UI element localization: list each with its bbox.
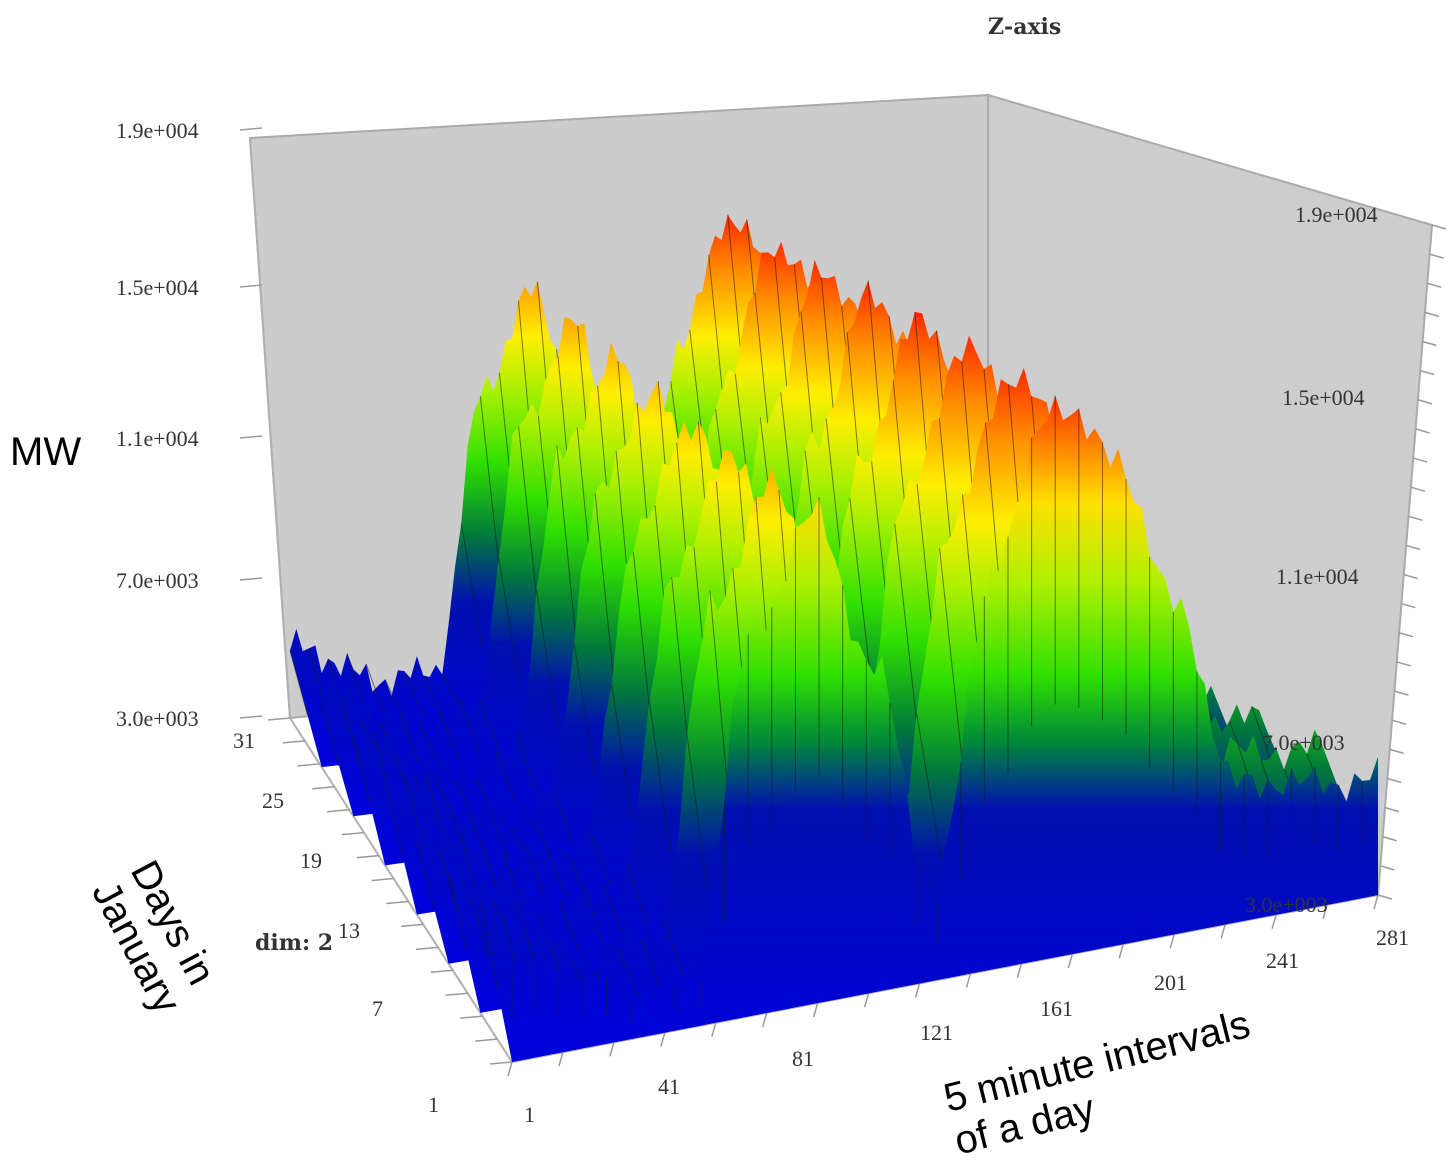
mesh-line bbox=[594, 493, 617, 707]
z-tick-mark bbox=[239, 284, 263, 288]
mesh-line bbox=[498, 558, 521, 688]
z-ticks-left: 1.9e+004 1.5e+004 1.1e+004 7.0e+003 3.0e+003 bbox=[116, 118, 263, 731]
y-tick-label: 1 bbox=[428, 1092, 439, 1117]
mesh-line bbox=[400, 714, 420, 766]
z-tick-label-right: 1.5e+004 bbox=[1282, 385, 1365, 410]
mesh-line bbox=[470, 894, 490, 958]
surface-band bbox=[512, 395, 1378, 1062]
mesh-line bbox=[416, 842, 435, 910]
y-axis-label: Days inJanuary bbox=[83, 854, 228, 1021]
mesh-line bbox=[939, 548, 965, 781]
y-tick-label: 7 bbox=[372, 996, 383, 1021]
z-tick-label-left: 1.9e+004 bbox=[116, 118, 199, 143]
mesh-line bbox=[589, 831, 611, 889]
x-tick-label: 201 bbox=[1154, 970, 1187, 995]
mesh-line bbox=[346, 653, 367, 713]
mesh-line bbox=[552, 789, 574, 844]
mesh-line bbox=[439, 711, 460, 761]
mesh-line bbox=[384, 679, 405, 722]
mesh-line bbox=[640, 939, 662, 990]
mesh-line bbox=[365, 663, 386, 716]
y-tick-label: 25 bbox=[262, 788, 284, 813]
mesh-line bbox=[438, 846, 457, 910]
mesh-line bbox=[524, 841, 545, 899]
z-tick-label-left: 1.1e+004 bbox=[116, 426, 199, 451]
mesh-line bbox=[617, 947, 639, 996]
mesh-line bbox=[459, 833, 479, 902]
y-ticks: 31 25 19 13 7 1 bbox=[233, 728, 439, 1117]
z-tick-label-right: 3.0e+003 bbox=[1245, 892, 1328, 917]
x-tick-label: 241 bbox=[1266, 948, 1299, 973]
x-axis-label: 5 minute intervalsof a day bbox=[940, 1002, 1265, 1163]
z-tick-mark bbox=[239, 577, 263, 581]
mesh-line bbox=[573, 643, 596, 776]
x-tick-label: 121 bbox=[920, 1020, 953, 1045]
mesh-line bbox=[384, 784, 404, 857]
mesh-line bbox=[626, 862, 648, 928]
z-axis-title: Z-axis bbox=[988, 14, 1061, 40]
z-tick-label-left: 1.5e+004 bbox=[116, 275, 199, 300]
surface-mesh bbox=[289, 214, 1378, 1062]
mesh-line bbox=[460, 523, 483, 647]
mesh-line bbox=[663, 919, 685, 978]
z-tick-mark bbox=[239, 435, 263, 439]
y-tick-label: 13 bbox=[338, 918, 360, 943]
mesh-line bbox=[495, 751, 517, 803]
mesh-line bbox=[536, 589, 558, 727]
mesh-line bbox=[515, 733, 537, 793]
mesh-line bbox=[686, 734, 709, 893]
mesh-line bbox=[479, 396, 502, 589]
mesh-line bbox=[894, 523, 920, 747]
axis-ticks bbox=[267, 224, 1447, 1077]
mesh-line bbox=[454, 779, 475, 819]
dim-label: dim: 2 bbox=[255, 930, 333, 956]
mesh-line bbox=[518, 426, 541, 627]
mesh-line bbox=[489, 814, 510, 861]
mesh-line bbox=[340, 700, 360, 764]
z-tick-mark bbox=[239, 127, 263, 131]
mesh-line bbox=[459, 697, 480, 754]
mesh-line bbox=[559, 902, 580, 953]
mesh-line bbox=[611, 685, 633, 820]
mesh-line bbox=[604, 885, 626, 940]
mesh-line bbox=[422, 675, 444, 718]
mesh-line bbox=[556, 445, 579, 660]
y-tick-label: 31 bbox=[233, 728, 255, 753]
x-tick-label: 1 bbox=[524, 1102, 535, 1127]
x-tick-label: 161 bbox=[1040, 996, 1073, 1021]
mesh-line bbox=[581, 882, 603, 941]
mesh-line bbox=[434, 775, 455, 819]
z-tick-label-left: 7.0e+003 bbox=[116, 568, 199, 593]
mesh-line bbox=[352, 736, 372, 808]
z-tick-mark bbox=[239, 715, 263, 719]
z-tick-label-right: 1.1e+004 bbox=[1276, 564, 1359, 589]
z-ticks-right: 1.9e+004 1.5e+004 1.1e+004 7.0e+003 3.0e+003 bbox=[1245, 202, 1378, 917]
mesh-line bbox=[475, 777, 496, 817]
mesh-line bbox=[419, 722, 440, 768]
mesh-line bbox=[916, 713, 942, 858]
z-tick-label-right: 1.9e+004 bbox=[1295, 202, 1378, 227]
x-ticks: 1 41 81 121 161 201 241 281 bbox=[524, 925, 1409, 1127]
mesh-line bbox=[546, 846, 567, 899]
mw-label: MW bbox=[10, 430, 81, 474]
mesh-line bbox=[403, 670, 425, 717]
x-tick-label: 41 bbox=[658, 1074, 680, 1099]
mesh-line bbox=[321, 704, 340, 767]
y-tick-label: 19 bbox=[300, 848, 322, 873]
z-tick-label-right: 7.0e+003 bbox=[1262, 730, 1345, 755]
mesh-line bbox=[479, 901, 499, 991]
z-tick-label-left: 3.0e+003 bbox=[116, 706, 199, 731]
mesh-line bbox=[448, 873, 467, 951]
x-tick-label: 281 bbox=[1376, 925, 1409, 950]
x-tick-label: 81 bbox=[792, 1046, 814, 1071]
mesh-line bbox=[289, 650, 308, 715]
mesh-line bbox=[648, 700, 671, 852]
mesh-line bbox=[478, 699, 501, 753]
